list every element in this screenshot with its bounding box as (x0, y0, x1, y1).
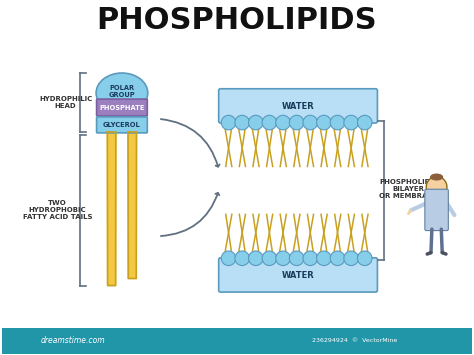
Polygon shape (128, 132, 137, 278)
Circle shape (289, 115, 304, 130)
Text: TWO
HYDROPHOBIC
FATTY ACID TAILS: TWO HYDROPHOBIC FATTY ACID TAILS (23, 200, 92, 220)
Circle shape (235, 115, 249, 130)
Bar (2, 328, 472, 354)
Circle shape (317, 251, 331, 266)
Text: WATER: WATER (282, 102, 314, 111)
Circle shape (426, 176, 447, 197)
Circle shape (317, 115, 331, 130)
Circle shape (344, 251, 358, 266)
Circle shape (221, 115, 236, 130)
Circle shape (303, 251, 318, 266)
Circle shape (221, 251, 236, 266)
Circle shape (262, 115, 277, 130)
Circle shape (248, 251, 263, 266)
FancyBboxPatch shape (219, 258, 377, 292)
Text: PHOSPHOLIPIDS: PHOSPHOLIPIDS (97, 6, 377, 35)
Text: POLAR
GROUP: POLAR GROUP (109, 85, 135, 98)
Circle shape (344, 115, 358, 130)
FancyBboxPatch shape (97, 99, 147, 116)
Circle shape (276, 115, 290, 130)
Ellipse shape (96, 73, 148, 113)
Text: PHOSPHOLIPID
BILAYER
OR MEMBRANE: PHOSPHOLIPID BILAYER OR MEMBRANE (379, 179, 438, 199)
Polygon shape (108, 132, 116, 285)
Text: 236294924  ©  VectorMine: 236294924 © VectorMine (312, 338, 397, 343)
Circle shape (357, 115, 372, 130)
Ellipse shape (430, 174, 443, 181)
Circle shape (262, 251, 277, 266)
Circle shape (303, 115, 318, 130)
Text: PHOSPHATE: PHOSPHATE (99, 104, 145, 110)
Circle shape (357, 251, 372, 266)
Circle shape (235, 251, 249, 266)
Circle shape (330, 251, 345, 266)
Circle shape (330, 115, 345, 130)
Circle shape (248, 115, 263, 130)
FancyBboxPatch shape (425, 189, 448, 230)
FancyBboxPatch shape (219, 89, 377, 123)
Circle shape (289, 251, 304, 266)
Text: dreamstime.com: dreamstime.com (40, 337, 105, 345)
Circle shape (276, 251, 290, 266)
Text: GLYCEROL: GLYCEROL (103, 122, 141, 128)
Text: HYDROPHILIC
HEAD: HYDROPHILIC HEAD (39, 96, 92, 109)
FancyBboxPatch shape (97, 117, 147, 133)
Text: WATER: WATER (282, 271, 314, 280)
